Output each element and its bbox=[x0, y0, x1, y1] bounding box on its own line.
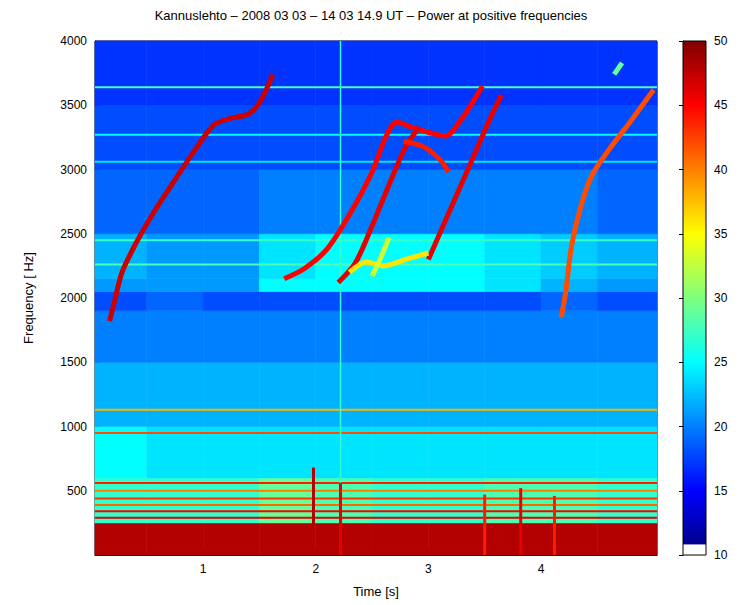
svg-text:2500: 2500 bbox=[60, 227, 87, 241]
svg-text:35: 35 bbox=[714, 227, 728, 241]
svg-text:Kannuslehto – 2008 03 03 – 14: Kannuslehto – 2008 03 03 – 14 03 14.9 UT… bbox=[155, 8, 588, 23]
svg-text:15: 15 bbox=[714, 484, 728, 498]
svg-text:30: 30 bbox=[714, 291, 728, 305]
svg-text:50: 50 bbox=[714, 34, 728, 48]
svg-text:45: 45 bbox=[714, 98, 728, 112]
svg-text:Frequency [ Hz]: Frequency [ Hz] bbox=[21, 252, 36, 344]
svg-text:4: 4 bbox=[538, 562, 545, 576]
svg-text:40: 40 bbox=[714, 163, 728, 177]
svg-text:20: 20 bbox=[714, 420, 728, 434]
svg-text:25: 25 bbox=[714, 355, 728, 369]
svg-text:1: 1 bbox=[200, 562, 207, 576]
svg-text:Time [s]: Time [s] bbox=[353, 584, 399, 599]
svg-text:1500: 1500 bbox=[60, 355, 87, 369]
svg-text:3000: 3000 bbox=[60, 163, 87, 177]
svg-text:2000: 2000 bbox=[60, 291, 87, 305]
svg-text:1000: 1000 bbox=[60, 420, 87, 434]
svg-text:4000: 4000 bbox=[60, 34, 87, 48]
svg-text:3: 3 bbox=[425, 562, 432, 576]
svg-text:2: 2 bbox=[312, 562, 319, 576]
svg-text:10: 10 bbox=[714, 548, 728, 562]
svg-text:500: 500 bbox=[67, 484, 87, 498]
svg-text:3500: 3500 bbox=[60, 98, 87, 112]
